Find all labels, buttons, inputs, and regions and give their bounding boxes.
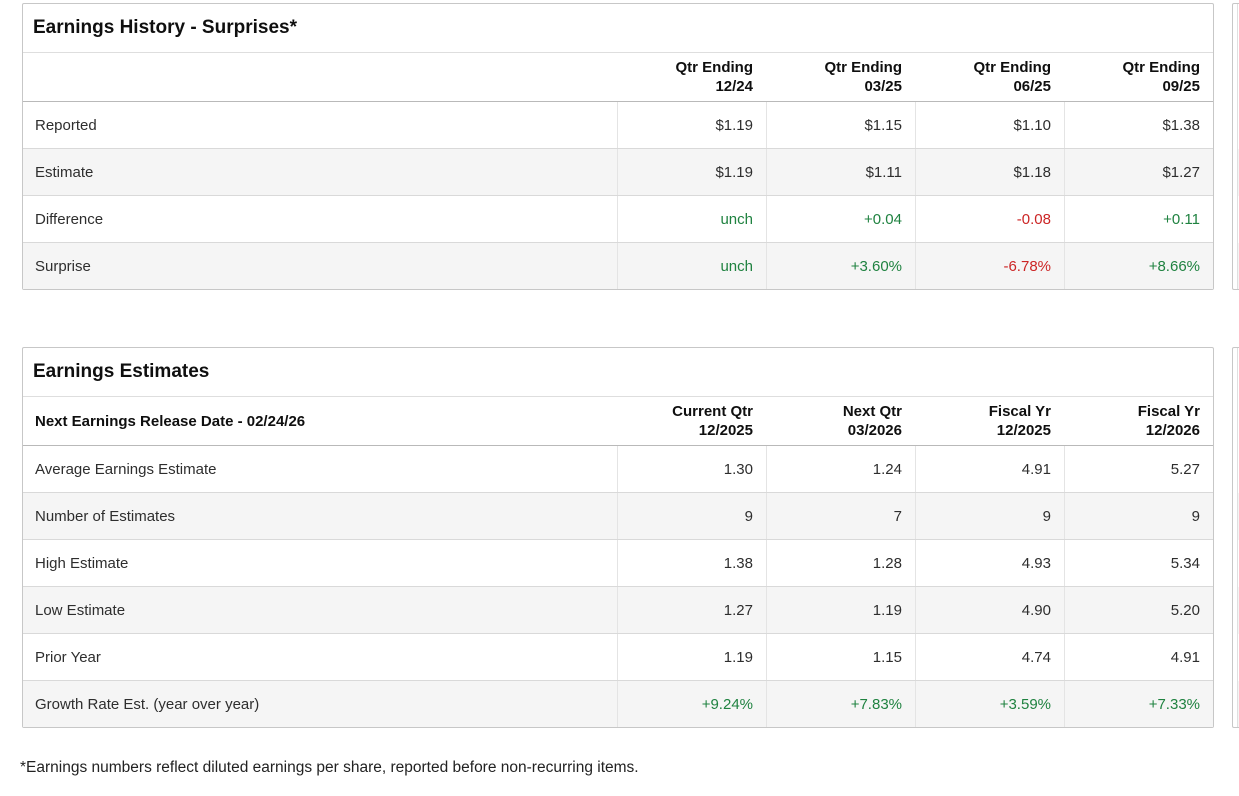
- earnings-estimates-header-row: Next Earnings Release Date - 02/24/26 Cu…: [23, 397, 1213, 446]
- cell-value: +0.11: [1064, 196, 1213, 242]
- cell-value: $1.18: [915, 149, 1064, 195]
- cell-value: +9.24%: [617, 681, 766, 727]
- column-header: Qtr Ending 12/24: [675, 58, 754, 95]
- column-header: Fiscal Yr 12/2026: [1137, 402, 1200, 439]
- cell-value: +7.83%: [766, 681, 915, 727]
- table-row-difference: Difference unch +0.04 -0.08 +0.11: [23, 196, 1213, 243]
- cell-value: +7.33%: [1064, 681, 1213, 727]
- table-row-reported: Reported $1.19 $1.15 $1.10 $1.38: [23, 102, 1213, 149]
- row-label: Average Earnings Estimate: [35, 460, 217, 478]
- cell-value: 1.38: [617, 540, 766, 586]
- cell-value: 1.24: [766, 446, 915, 492]
- cell-value: +3.59%: [915, 681, 1064, 727]
- next-earnings-release-date: Next Earnings Release Date - 02/24/26: [35, 412, 306, 430]
- row-label: High Estimate: [35, 554, 129, 572]
- table-row-average-earnings-estimate: Average Earnings Estimate 1.30 1.24 4.91…: [23, 446, 1213, 493]
- row-label: Growth Rate Est. (year over year): [35, 695, 260, 713]
- earnings-history-header-row: Qtr Ending 12/24 Qtr Ending 03/25 Qtr En…: [23, 53, 1213, 102]
- cell-value: +3.60%: [766, 243, 915, 289]
- cell-value: 9: [1064, 493, 1213, 539]
- row-label: Low Estimate: [35, 601, 126, 619]
- cell-value: 5.34: [1064, 540, 1213, 586]
- adjacent-panel-sliver-top: [1232, 3, 1239, 290]
- cell-value: $1.19: [617, 149, 766, 195]
- table-row-estimate: Estimate $1.19 $1.11 $1.18 $1.27: [23, 149, 1213, 196]
- table-row-surprise: Surprise unch +3.60% -6.78% +8.66%: [23, 243, 1213, 289]
- column-header: Qtr Ending 06/25: [973, 58, 1052, 95]
- table-row-high-estimate: High Estimate 1.38 1.28 4.93 5.34: [23, 540, 1213, 587]
- earnings-estimates-panel: Earnings Estimates Next Earnings Release…: [22, 347, 1214, 728]
- cell-value: -6.78%: [915, 243, 1064, 289]
- table-row-number-of-estimates: Number of Estimates 9 7 9 9: [23, 493, 1213, 540]
- cell-value: $1.27: [1064, 149, 1213, 195]
- cell-value: -0.08: [915, 196, 1064, 242]
- column-header: Qtr Ending 03/25: [824, 58, 903, 95]
- row-label: Surprise: [35, 257, 91, 275]
- cell-value: 1.15: [766, 634, 915, 680]
- table-row-growth-rate: Growth Rate Est. (year over year) +9.24%…: [23, 681, 1213, 727]
- earnings-history-title: Earnings History - Surprises*: [23, 4, 1213, 53]
- cell-value: $1.38: [1064, 102, 1213, 148]
- cell-value: $1.15: [766, 102, 915, 148]
- cell-value: unch: [617, 243, 766, 289]
- row-label: Estimate: [35, 163, 94, 181]
- cell-value: 5.27: [1064, 446, 1213, 492]
- cell-value: 1.19: [766, 587, 915, 633]
- earnings-history-panel: Earnings History - Surprises* Qtr Ending…: [22, 3, 1214, 290]
- earnings-footnote: *Earnings numbers reflect diluted earnin…: [20, 759, 639, 776]
- adjacent-panel-sliver-bottom: [1232, 347, 1239, 728]
- column-header: Current Qtr 12/2025: [672, 402, 753, 439]
- cell-value: 1.28: [766, 540, 915, 586]
- cell-value: 4.74: [915, 634, 1064, 680]
- cell-value: 9: [617, 493, 766, 539]
- cell-value: 4.91: [915, 446, 1064, 492]
- table-row-prior-year: Prior Year 1.19 1.15 4.74 4.91: [23, 634, 1213, 681]
- column-header: Next Qtr 03/2026: [842, 402, 902, 439]
- cell-value: 1.30: [617, 446, 766, 492]
- cell-value: 7: [766, 493, 915, 539]
- column-header: Fiscal Yr 12/2025: [988, 402, 1051, 439]
- cell-value: 4.91: [1064, 634, 1213, 680]
- cell-value: unch: [617, 196, 766, 242]
- cell-value: $1.19: [617, 102, 766, 148]
- cell-value: +0.04: [766, 196, 915, 242]
- row-label: Number of Estimates: [35, 507, 176, 525]
- cell-value: $1.10: [915, 102, 1064, 148]
- table-row-low-estimate: Low Estimate 1.27 1.19 4.90 5.20: [23, 587, 1213, 634]
- earnings-estimates-title: Earnings Estimates: [23, 348, 1213, 397]
- cell-value: 9: [915, 493, 1064, 539]
- cell-value: 5.20: [1064, 587, 1213, 633]
- row-label: Difference: [35, 210, 104, 228]
- column-header: Qtr Ending 09/25: [1122, 58, 1201, 95]
- row-label: Reported: [35, 116, 97, 134]
- cell-value: 1.27: [617, 587, 766, 633]
- cell-value: +8.66%: [1064, 243, 1213, 289]
- cell-value: $1.11: [766, 149, 915, 195]
- cell-value: 1.19: [617, 634, 766, 680]
- cell-value: 4.90: [915, 587, 1064, 633]
- cell-value: 4.93: [915, 540, 1064, 586]
- row-label: Prior Year: [35, 648, 101, 666]
